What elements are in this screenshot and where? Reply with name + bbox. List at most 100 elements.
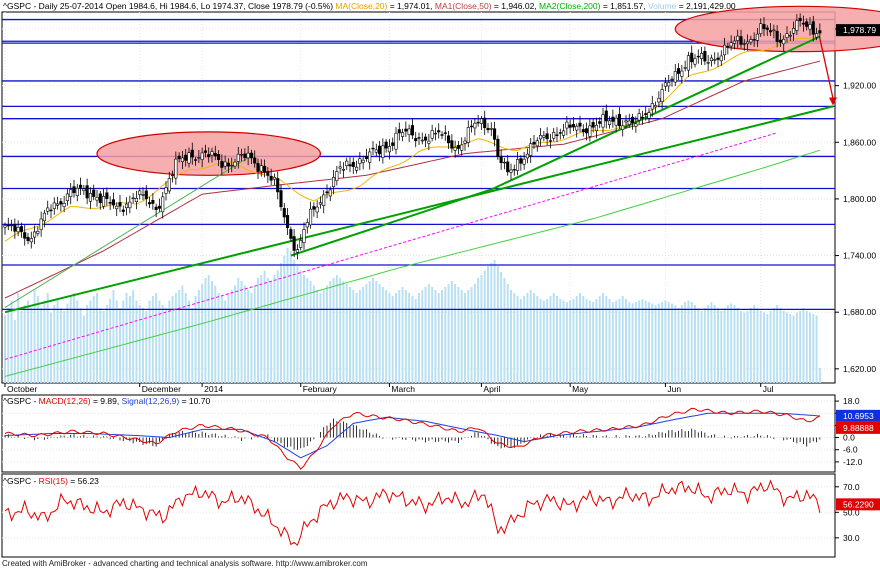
volume-bar <box>569 300 572 383</box>
volume-bar <box>319 293 322 383</box>
candle <box>174 151 178 185</box>
candle-body <box>663 82 667 87</box>
candle <box>315 200 319 219</box>
volume-bar <box>247 290 250 383</box>
candle-body <box>433 132 437 135</box>
candle-body <box>286 215 290 229</box>
candle-body <box>318 202 322 205</box>
candle <box>256 158 260 180</box>
candle <box>696 49 700 64</box>
candle-body <box>427 140 431 144</box>
volume-bar <box>105 305 108 383</box>
volume-bar <box>125 293 128 383</box>
candle <box>703 46 707 66</box>
candle <box>420 132 424 145</box>
candle-body <box>203 150 207 153</box>
volume-bar <box>220 296 223 383</box>
candle-body <box>10 224 14 227</box>
candle-body <box>683 67 687 69</box>
candle-body <box>410 125 414 136</box>
volume-bar <box>792 315 795 383</box>
volume-bar <box>335 275 338 383</box>
volume-bar <box>7 308 10 383</box>
candle-body <box>197 157 201 159</box>
candle-body <box>575 125 579 131</box>
volume-bar <box>756 308 759 383</box>
volume-bar <box>749 308 752 383</box>
candle-body <box>29 238 33 243</box>
candle <box>154 203 158 217</box>
candle-body <box>49 209 53 212</box>
candle <box>719 50 723 67</box>
candle <box>213 145 217 161</box>
volume-bar <box>519 299 522 383</box>
candle-body <box>59 201 63 205</box>
candle <box>637 108 641 125</box>
volume-bar <box>312 285 315 383</box>
candle <box>808 17 812 36</box>
candle-body <box>614 117 618 126</box>
candle-body <box>476 121 480 124</box>
volume-bar <box>592 302 595 383</box>
candle-body <box>217 154 221 161</box>
volume-bar <box>224 300 227 383</box>
volume-bar <box>372 278 374 383</box>
candle-body <box>338 166 342 169</box>
candle-body <box>450 140 454 149</box>
candle <box>115 202 119 217</box>
candle-body <box>6 224 10 227</box>
candle <box>575 123 579 138</box>
candle <box>529 138 533 164</box>
candle <box>519 155 523 171</box>
candle-body <box>473 122 477 129</box>
candle-body <box>801 22 805 25</box>
candle-body <box>397 129 401 134</box>
volume-bar <box>726 305 729 383</box>
volume-bar <box>99 308 102 383</box>
candle <box>128 195 132 214</box>
candle-body <box>407 128 411 135</box>
candle-body <box>792 28 796 34</box>
candle-body <box>742 43 746 45</box>
candle-body <box>325 191 329 194</box>
volume-bar <box>46 293 49 383</box>
candle <box>236 146 240 169</box>
candle <box>3 222 7 235</box>
candle <box>742 39 746 51</box>
volume-bar <box>460 290 463 383</box>
volume-bar <box>703 308 706 383</box>
candle <box>276 171 280 200</box>
price-header: ^GSPC - Daily 25-07-2014 Open 1984.6, Hi… <box>3 1 736 11</box>
candle-body <box>351 161 355 167</box>
volume-bar <box>404 290 407 383</box>
candle <box>558 128 562 140</box>
volume-bar <box>671 303 673 383</box>
volume-bar <box>500 272 503 383</box>
trendline <box>290 35 821 257</box>
candle <box>644 106 648 121</box>
candle-body <box>703 51 707 62</box>
candle <box>456 141 460 154</box>
candle <box>460 137 464 156</box>
candle-body <box>387 146 391 153</box>
volume-bar <box>529 290 532 383</box>
candle-body <box>118 202 122 207</box>
candle <box>240 148 244 162</box>
candle-body <box>443 132 447 134</box>
macd-line <box>4 407 821 470</box>
candle <box>88 187 92 209</box>
candle <box>818 23 822 41</box>
candle-body <box>460 144 464 151</box>
volume-bar <box>211 281 213 383</box>
highlight-ellipse <box>674 5 880 53</box>
candle <box>463 137 467 151</box>
candle-body <box>437 130 441 133</box>
candle <box>654 101 658 113</box>
volume-bar <box>283 255 286 383</box>
candle <box>578 115 582 133</box>
candle <box>598 117 602 129</box>
volume-bar <box>713 305 716 383</box>
macd-tick-label: -12.0 <box>843 457 863 467</box>
volume-bar <box>565 302 568 383</box>
candle-body <box>85 185 89 199</box>
